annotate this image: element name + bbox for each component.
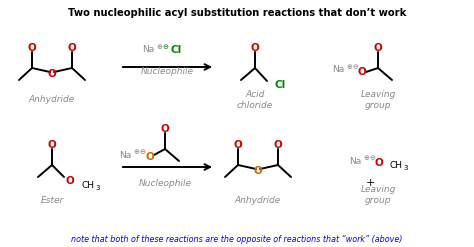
Text: Acid
chloride: Acid chloride [237,90,273,110]
Text: ⊖: ⊖ [139,149,145,155]
Text: O: O [27,43,36,53]
Text: Nucleophile: Nucleophile [140,67,193,76]
Text: Na: Na [349,157,361,165]
Text: O: O [234,140,242,150]
Text: O: O [47,140,56,150]
Text: O: O [273,140,283,150]
Text: O: O [161,124,169,134]
Text: 3: 3 [95,185,100,191]
Text: ⊕: ⊕ [156,44,162,50]
Text: Leaving
group: Leaving group [360,185,396,205]
Text: Na: Na [142,45,154,55]
Text: Anhydride: Anhydride [29,96,75,104]
Text: O: O [68,43,76,53]
Text: Leaving
group: Leaving group [360,90,396,110]
Text: ⊕: ⊕ [363,155,369,161]
Text: Two nucleophilic acyl substitution reactions that don’t work: Two nucleophilic acyl substitution react… [68,8,406,18]
Text: CH: CH [82,181,95,189]
Text: ⊖: ⊖ [162,44,168,50]
Text: Cl: Cl [170,45,182,55]
Text: +: + [365,178,374,188]
Text: O: O [65,176,74,186]
Text: O: O [374,43,383,53]
Text: ⊖: ⊖ [352,64,358,70]
Text: O: O [357,67,366,77]
Text: ⊕: ⊕ [133,149,139,155]
Text: CH: CH [390,161,403,169]
Text: Na: Na [332,65,344,75]
Text: ⊖: ⊖ [369,155,375,161]
Text: O: O [251,43,259,53]
Text: O: O [374,158,383,168]
Text: Cl: Cl [275,80,286,90]
Text: ⊕: ⊕ [346,64,352,70]
Text: note that both of these reactions are the opposite of reactions that “work” (abo: note that both of these reactions are th… [71,235,403,244]
Text: Ester: Ester [40,195,64,205]
Text: O: O [146,152,155,162]
Text: O: O [47,69,56,79]
Text: 3: 3 [403,165,408,171]
Text: O: O [254,166,263,176]
Text: Nucleophile: Nucleophile [138,179,191,187]
Text: Anhydride: Anhydride [235,195,281,205]
Text: Na: Na [119,150,131,160]
